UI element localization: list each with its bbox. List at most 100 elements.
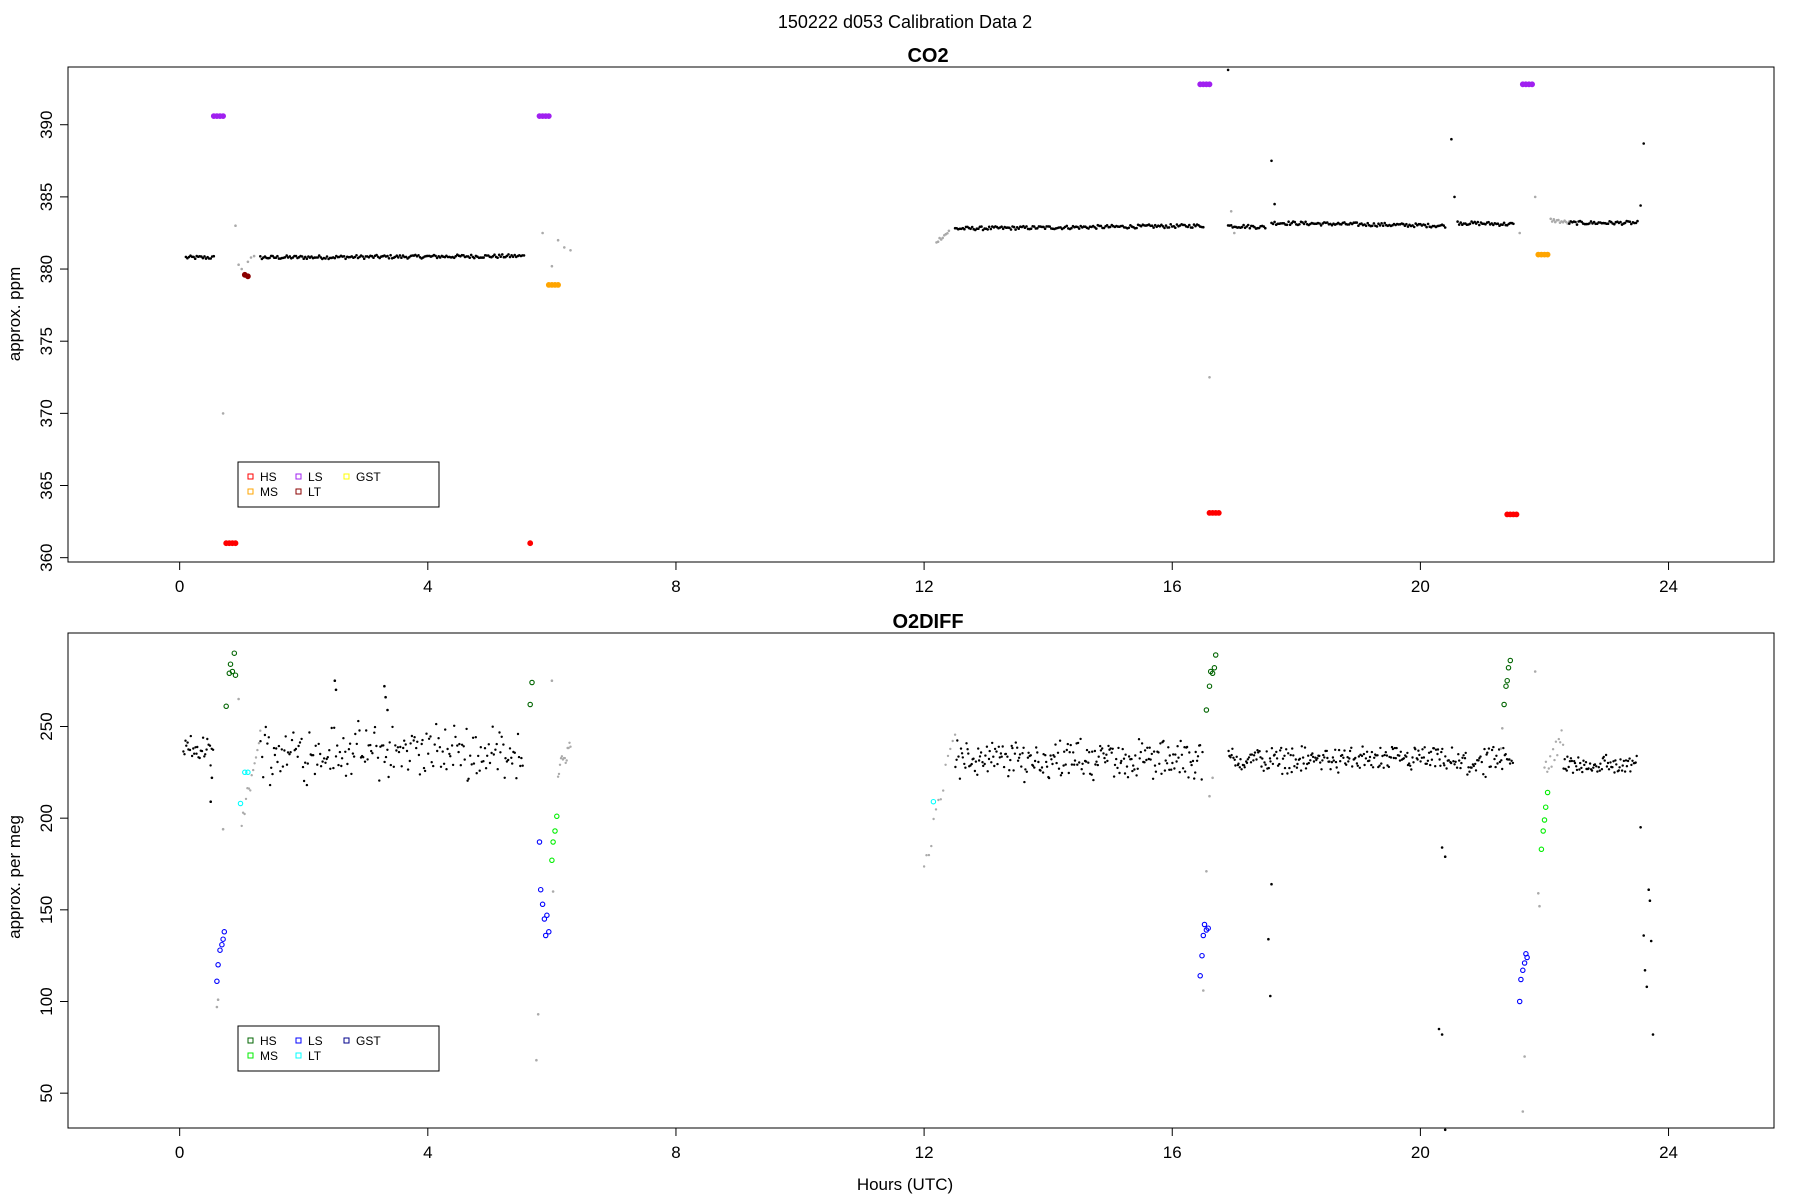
o2diff-ambient-point	[1193, 777, 1196, 780]
o2diff-ambient-point	[1275, 750, 1278, 754]
o2diff-ls-point	[1205, 925, 1211, 931]
o2diff-ambient-point	[413, 736, 416, 739]
o2diff-ambient-point	[1598, 769, 1602, 772]
co2-ambient-point	[1459, 221, 1462, 224]
o2diff-ambient-point	[479, 746, 482, 749]
o2diff-ambient-point	[954, 765, 957, 769]
o2diff-ambient-point	[1611, 766, 1614, 769]
o2diff-ambient-point	[1335, 766, 1338, 769]
co2-ambient-point	[1568, 222, 1571, 225]
o2diff-ambient-point	[1389, 756, 1393, 759]
o2diff-ambient-point	[1489, 765, 1493, 768]
o2diff-ambient-point	[305, 783, 309, 787]
o2diff-ambient-point	[1346, 756, 1349, 759]
o2diff-warmup-point	[949, 747, 952, 751]
o2diff-ambient-point	[1584, 761, 1588, 764]
o2diff-ls-point	[214, 978, 220, 985]
o2diff-ambient-point	[1252, 759, 1255, 762]
o2diff-ambient-point	[186, 741, 189, 744]
o2diff-warmup-point	[256, 748, 259, 752]
co2-ambient-point	[1174, 226, 1177, 229]
co2-ambient-point	[324, 257, 327, 260]
o2diff-ambient-point	[314, 744, 317, 747]
co2-ambient-point	[507, 253, 510, 256]
co2-other-point	[246, 260, 250, 264]
o2diff-other-point	[1202, 989, 1205, 992]
co2-x-tick-label: 0	[175, 577, 184, 596]
o2diff-ambient-point	[190, 754, 194, 758]
o2diff-ambient-point	[350, 772, 353, 776]
o2diff-ambient-point	[1014, 741, 1017, 744]
co2-ambient-point	[1287, 220, 1290, 223]
o2diff-x-tick-label: 0	[175, 1143, 184, 1162]
co2-ambient-point	[1588, 222, 1591, 225]
o2diff-hs-point	[223, 703, 229, 710]
o2diff-ambient-point	[188, 748, 192, 752]
co2-ambient-point	[946, 232, 949, 235]
o2diff-ambient-point	[1623, 770, 1627, 773]
o2diff-ambient-point	[1162, 739, 1165, 743]
co2-ambient-point	[1634, 221, 1638, 225]
o2diff-other-point	[1205, 870, 1208, 873]
o2diff-other-point	[1211, 776, 1214, 780]
o2diff-ambient-point	[1347, 760, 1350, 763]
o2diff-ambient-point	[268, 783, 272, 787]
o2diff-hs-point	[527, 701, 533, 708]
o2diff-ambient-point	[1025, 770, 1029, 773]
co2-ambient-point	[1423, 223, 1427, 227]
o2diff-ambient-point	[1239, 758, 1242, 761]
co2-other-point	[550, 264, 554, 268]
o2diff-ambient-point	[358, 729, 361, 732]
o2diff-ambient-point	[329, 767, 332, 770]
o2diff-ambient-point	[1237, 762, 1240, 765]
o2diff-ambient-point	[1027, 751, 1030, 754]
co2-ambient-point	[271, 254, 275, 258]
o2diff-hs-point	[231, 650, 238, 656]
co2-ambient-point	[1000, 225, 1003, 228]
o2diff-ambient-point	[1170, 768, 1173, 771]
co2-ambient-point	[317, 254, 321, 257]
o2diff-ambient-point	[444, 728, 447, 731]
o2diff-ambient-point	[1051, 762, 1054, 766]
o2diff-ambient-point	[966, 748, 969, 751]
o2diff-ambient-point	[340, 764, 343, 768]
co2-ambient-point	[986, 228, 989, 231]
o2diff-ambient-point	[1013, 752, 1017, 755]
o2diff-ambient-point	[1423, 746, 1426, 749]
o2diff-ambient-point	[1163, 769, 1167, 772]
o2diff-ambient-point	[1612, 760, 1615, 763]
o2diff-outlier-point	[1270, 882, 1273, 886]
o2diff-ambient-point	[1231, 747, 1234, 750]
o2diff-ambient-point	[462, 745, 465, 748]
o2diff-ambient-point	[1177, 756, 1180, 759]
co2-ambient-point	[1242, 223, 1245, 227]
co2-ambient-point	[1302, 222, 1306, 226]
o2diff-ambient-point	[400, 765, 403, 768]
o2diff-warmup-point	[932, 817, 935, 821]
o2diff-ambient-point	[972, 757, 975, 760]
o2diff-ambient-point	[1247, 756, 1251, 759]
o2diff-ambient-point	[1017, 756, 1021, 759]
o2diff-ambient-point	[441, 750, 444, 753]
o2diff-ambient-point	[399, 745, 402, 749]
o2diff-ls-point	[220, 936, 226, 942]
co2-ambient-point	[276, 254, 279, 258]
o2diff-other-point	[215, 1005, 219, 1009]
o2diff-ambient-point	[1270, 747, 1274, 750]
o2diff-warmup-point	[557, 772, 561, 776]
o2diff-warmup-point	[937, 798, 940, 802]
co2-ambient-point	[1248, 226, 1252, 230]
o2diff-ambient-point	[1150, 752, 1154, 756]
o2diff-ambient-point	[1126, 776, 1130, 779]
o2diff-ambient-point	[346, 762, 349, 766]
o2diff-x-tick-label: 16	[1163, 1143, 1182, 1162]
o2diff-ambient-point	[1398, 759, 1402, 762]
o2diff-ambient-point	[1183, 770, 1187, 773]
o2diff-ambient-point	[1200, 778, 1203, 781]
o2diff-ambient-point	[1382, 766, 1385, 769]
o2diff-warmup-point	[927, 853, 931, 857]
o2diff-ambient-point	[508, 747, 512, 750]
o2diff-ambient-point	[1191, 759, 1195, 763]
o2diff-warmup-point	[565, 759, 568, 762]
o2diff-warmup-point	[953, 733, 957, 736]
